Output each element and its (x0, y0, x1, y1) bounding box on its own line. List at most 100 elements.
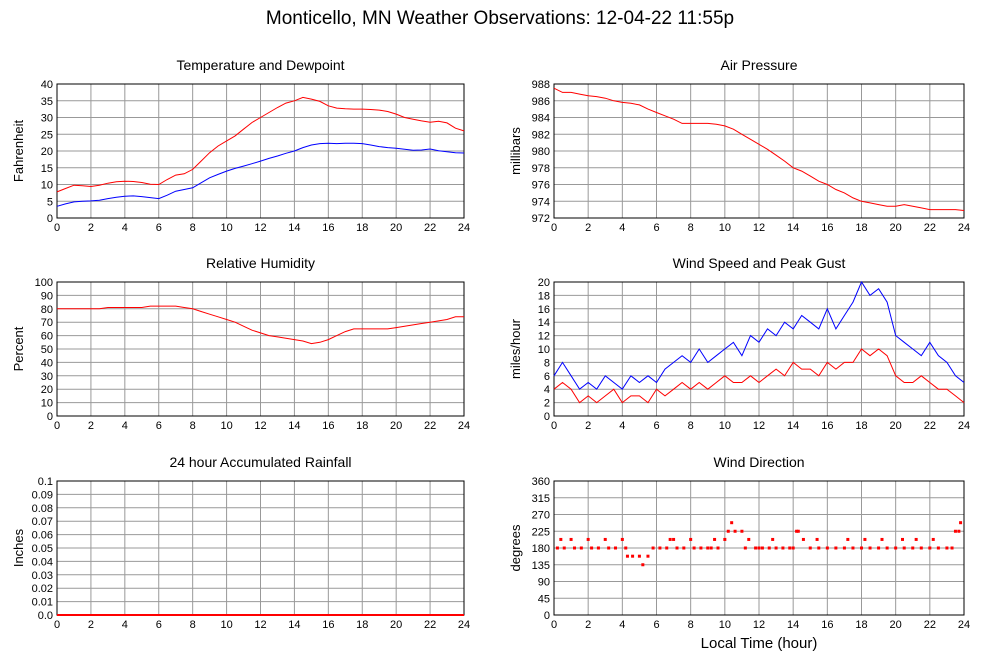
direction-point (815, 537, 819, 541)
pressure-xtick-label: 14 (787, 222, 799, 234)
humidity-xtick-label: 14 (288, 420, 300, 432)
pressure-xtick-label: 8 (688, 222, 694, 234)
temp-xtick-label: 6 (156, 222, 162, 234)
direction-xtick-label: 22 (924, 619, 936, 631)
rain-ytick-label: 0.03 (32, 570, 53, 582)
direction-frame (553, 480, 965, 616)
temp-xtick-label: 16 (322, 222, 334, 234)
rain-ytick-label: 0.06 (32, 530, 53, 542)
direction-xtick-label: 8 (688, 619, 694, 631)
direction-point (596, 546, 600, 550)
wind-ytick-label: 2 (544, 398, 550, 410)
direction-point (774, 546, 778, 550)
temp-xtick-label: 12 (254, 222, 266, 234)
direction-point (699, 546, 703, 550)
wind-ytick-label: 4 (544, 384, 550, 396)
direction-ytick-label: 90 (538, 577, 550, 589)
direction-point (573, 546, 576, 550)
direction-point (641, 563, 645, 567)
wind-ytick-label: 14 (538, 317, 550, 329)
direction-point (754, 546, 758, 550)
rain-xtick-label: 8 (190, 619, 196, 631)
pressure-ytick-label: 978 (532, 163, 550, 175)
rain-xtick-label: 16 (322, 619, 334, 631)
humidity-ytick-label: 20 (41, 384, 53, 396)
direction-point (692, 546, 696, 550)
direction-point (885, 546, 889, 550)
pressure-ytick-label: 988 (532, 79, 550, 91)
direction-xtick-label: 18 (855, 619, 867, 631)
temp-ytick-label: 20 (41, 146, 53, 158)
pressure-frame (553, 83, 965, 219)
humidity-xtick-label: 20 (390, 420, 402, 432)
temp-frame (56, 83, 465, 219)
direction-point (733, 529, 737, 533)
humidity-ytick-label: 80 (41, 304, 53, 316)
pressure-xtick-label: 4 (619, 222, 625, 234)
pressure-ytick-label: 986 (532, 96, 550, 108)
direction-point (579, 546, 583, 550)
direction-ytick-label: 0 (544, 610, 550, 622)
pressure-xtick-label: 0 (551, 222, 557, 234)
direction-point (665, 546, 669, 550)
pressure-series-line-0 (553, 87, 965, 211)
direction-point (842, 546, 846, 550)
temp-ylabel: Fahrenheit (11, 120, 26, 183)
humidity-xtick-label: 18 (356, 420, 368, 432)
temp-ytick-label: 0 (47, 213, 53, 225)
direction-point (834, 546, 838, 550)
direction-point (726, 529, 730, 533)
rain-xtick-label: 12 (254, 619, 266, 631)
temp-xtick-label: 2 (88, 222, 94, 234)
direction-title: Wind Direction (713, 454, 804, 470)
direction-point (624, 546, 628, 550)
rain-xtick-label: 22 (424, 619, 436, 631)
pressure-xtick-label: 20 (890, 222, 902, 234)
wind-xtick-label: 10 (719, 420, 731, 432)
wind-xtick-label: 24 (958, 420, 970, 432)
wind-title: Wind Speed and Peak Gust (673, 255, 846, 271)
temp-xtick-label: 18 (356, 222, 368, 234)
rain-xtick-label: 2 (88, 619, 94, 631)
direction-point (586, 537, 590, 541)
rain-ylabel: Inches (11, 528, 26, 567)
direction-point (590, 546, 594, 550)
direction-point (668, 537, 672, 541)
direction-xtick-label: 24 (958, 619, 970, 631)
direction-ytick-label: 45 (538, 593, 550, 605)
wind-ytick-label: 16 (538, 304, 550, 316)
pressure-ytick-label: 972 (532, 213, 550, 225)
direction-point (919, 546, 923, 550)
humidity-xtick-label: 0 (54, 420, 60, 432)
direction-xtick-label: 2 (585, 619, 591, 631)
direction-point (658, 546, 662, 550)
direction-point (555, 546, 559, 550)
direction-point (757, 546, 761, 550)
wind-xtick-label: 12 (753, 420, 765, 432)
direction-point (713, 537, 717, 541)
rain-xtick-label: 6 (156, 619, 162, 631)
humidity-xtick-label: 8 (190, 420, 196, 432)
direction-point (651, 546, 655, 550)
direction-point (559, 537, 563, 541)
wind-series-line-0 (553, 280, 965, 390)
pressure-xtick-label: 12 (753, 222, 765, 234)
direction-point (631, 554, 635, 558)
direction-point (781, 546, 785, 550)
direction-point (953, 529, 957, 533)
direction-ytick-label: 225 (532, 526, 550, 538)
direction-point (740, 529, 744, 533)
direction-point (723, 537, 727, 541)
temp-ytick-label: 10 (41, 180, 53, 192)
direction-point (950, 546, 954, 550)
wind-xtick-label: 20 (890, 420, 902, 432)
pressure-xtick-label: 24 (958, 222, 970, 234)
pressure-xtick-label: 10 (719, 222, 731, 234)
direction-point (796, 529, 800, 533)
rain-xtick-label: 20 (390, 619, 402, 631)
temp-xtick-label: 14 (288, 222, 300, 234)
wind-ytick-label: 20 (538, 277, 550, 289)
